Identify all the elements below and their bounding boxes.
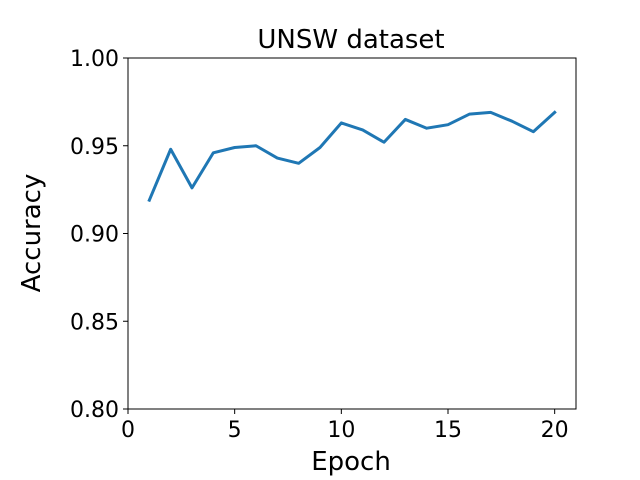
y-tick-label: 0.85 (70, 310, 119, 335)
y-tick-label: 0.80 (70, 398, 119, 423)
series-line-0 (147, 110, 557, 203)
x-tick-label: 10 (327, 418, 355, 443)
x-axis-title: Epoch (311, 447, 391, 477)
x-tick-label: 15 (434, 418, 462, 443)
plot-area (147, 110, 557, 203)
x-tick-label: 5 (228, 418, 242, 443)
axes: 0 5 10 15 20 0.80 0.85 0.90 0.95 1.00 (70, 47, 577, 443)
x-tick-label: 0 (121, 418, 135, 443)
y-tick-label: 1.00 (70, 47, 119, 72)
y-tick-label: 0.95 (70, 135, 119, 160)
y-tick-label: 0.90 (70, 223, 119, 248)
x-tick-label: 20 (541, 418, 569, 443)
y-axis-title: Accuracy (17, 174, 47, 293)
chart-title: UNSW dataset (257, 25, 444, 55)
